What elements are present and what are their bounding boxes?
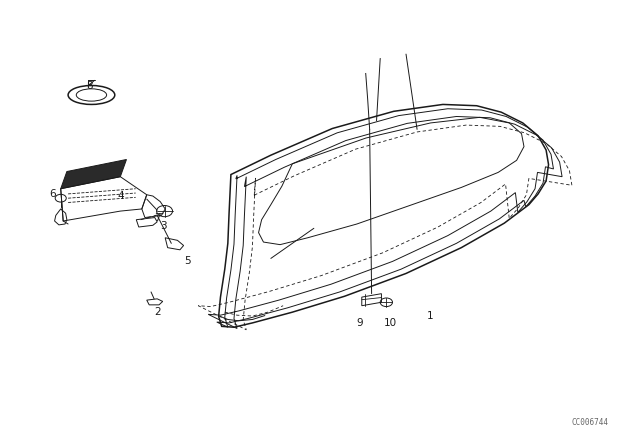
Text: 10: 10 [384,318,397,328]
Text: 6: 6 [49,189,56,199]
Text: 5: 5 [184,255,191,266]
Polygon shape [61,159,127,189]
Text: 9: 9 [356,318,364,328]
Text: 2: 2 [154,307,161,317]
Text: 8: 8 [86,82,93,91]
Text: 3: 3 [160,221,166,231]
Text: CC006744: CC006744 [572,418,609,427]
Text: 7: 7 [154,212,161,223]
Text: 4: 4 [117,191,124,201]
Text: 1: 1 [428,311,434,322]
